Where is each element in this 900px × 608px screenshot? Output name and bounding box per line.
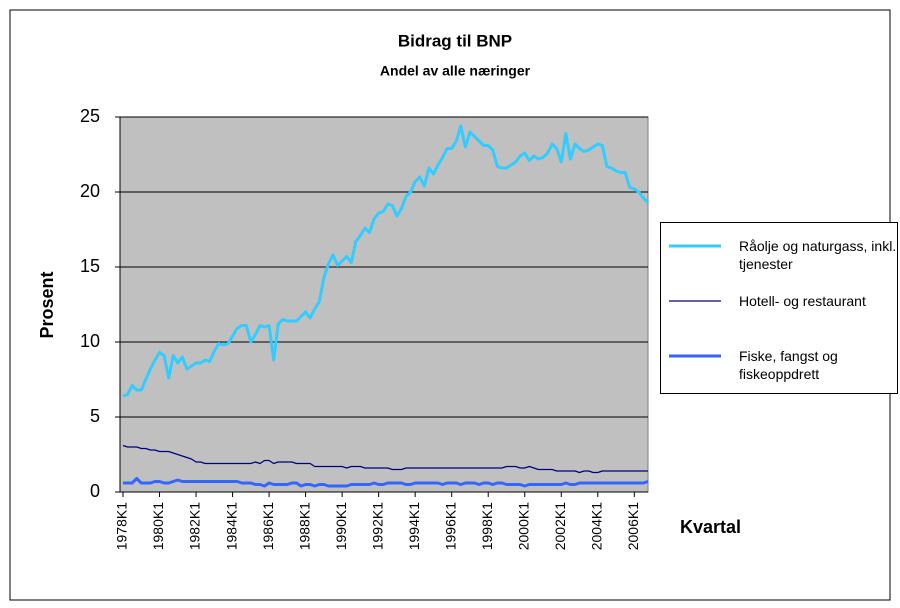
x-tick-label: 2000K1 (515, 502, 531, 550)
y-tick-label: 15 (80, 256, 100, 276)
x-tick-label: 1994K1 (406, 502, 422, 550)
x-tick-label: 1990K1 (333, 502, 349, 550)
plot-area (119, 116, 649, 493)
legend-swatch (669, 244, 721, 248)
x-tick-label: 1992K1 (369, 502, 385, 550)
line-series (122, 124, 650, 398)
x-tick-label: 2004K1 (588, 502, 604, 550)
legend-item: Hotell- og restaurant (661, 292, 897, 342)
chart-title: Bidrag til BNP (398, 31, 512, 50)
x-tick-label: 1988K1 (296, 502, 312, 550)
y-axis-label: Prosent (37, 271, 57, 338)
y-tick-label: 5 (90, 406, 100, 426)
y-tick-label: 10 (80, 331, 100, 351)
line-series (122, 444, 648, 474)
legend-label: Råolje og naturgass, inkl. tjenester (739, 238, 897, 272)
chart-subtitle: Andel av alle næringer (380, 63, 531, 79)
legend-label: Hotell- og restaurant (739, 293, 866, 309)
legend-item: Råolje og naturgass, inkl. tjenester (661, 237, 897, 287)
x-tick-label: 1980K1 (150, 502, 166, 550)
y-tick-label: 20 (80, 181, 100, 201)
legend: Råolje og naturgass, inkl. tjenester Hote… (660, 222, 898, 394)
x-axis-label: Kvartal (680, 517, 741, 537)
x-tick-label: 2002K1 (552, 502, 568, 550)
x-tick-label: 2006K1 (625, 502, 641, 550)
y-tick-label: 0 (90, 481, 100, 501)
legend-item: Fiske, fangst og fiskeoppdrett (661, 347, 897, 397)
line-series (123, 477, 649, 488)
legend-swatch (669, 300, 721, 302)
x-tick-label: 1982K1 (187, 502, 203, 550)
x-tick-label: 1986K1 (260, 502, 276, 550)
y-tick-label: 25 (80, 106, 100, 126)
legend-swatch (669, 354, 721, 358)
x-tick-label: 1978K1 (114, 502, 130, 550)
x-tick-label: 1984K1 (223, 502, 239, 550)
legend-label: Fiske, fangst og fiskeoppdrett (739, 348, 838, 382)
x-tick-label: 1996K1 (442, 502, 458, 550)
x-tick-label: 1998K1 (479, 502, 495, 550)
